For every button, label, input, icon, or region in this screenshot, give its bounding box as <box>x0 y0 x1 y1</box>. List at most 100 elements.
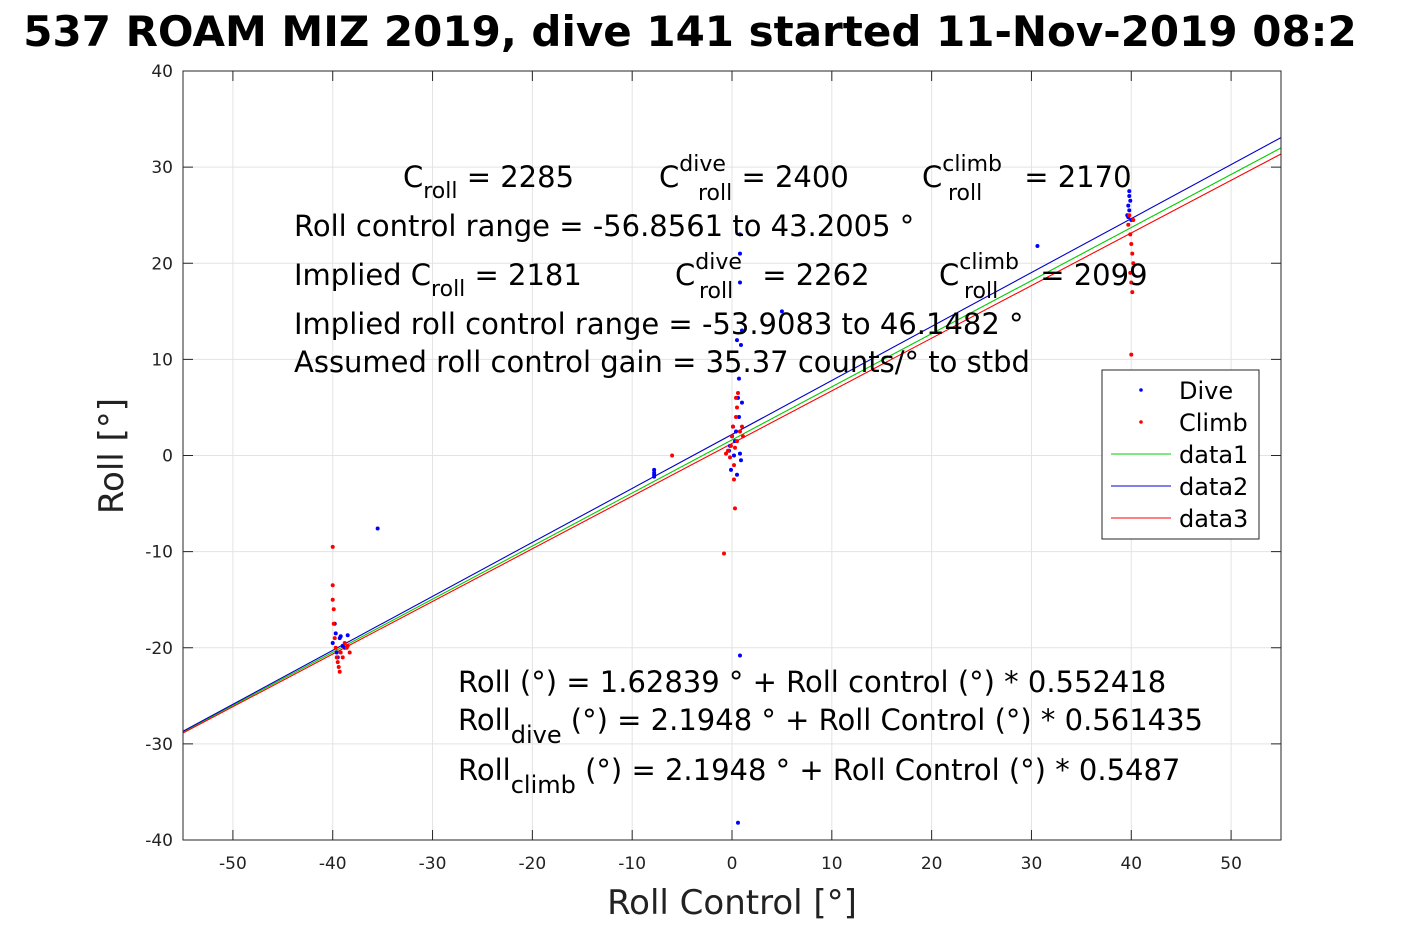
point-climb <box>733 415 738 420</box>
c-roll-annotation: Croll = 2285 <box>403 160 574 204</box>
point-dive <box>738 342 743 347</box>
point-dive <box>734 472 739 477</box>
point-climb <box>670 453 675 458</box>
x-tick-label: -10 <box>618 854 646 874</box>
point-dive <box>733 429 738 434</box>
point-climb <box>726 448 731 453</box>
point-dive <box>735 820 740 825</box>
x-tick-label: 50 <box>1220 854 1242 874</box>
implied-c-roll-annotation: Implied Croll = 2181 <box>294 258 582 302</box>
point-dive <box>334 650 339 655</box>
point-dive <box>737 653 742 658</box>
legend-climb-marker <box>1139 420 1143 424</box>
point-climb <box>722 551 727 556</box>
point-dive <box>1126 203 1131 208</box>
point-climb <box>1130 251 1135 256</box>
point-climb <box>334 655 339 660</box>
gain-annotation: Assumed roll control gain = 35.37 counts… <box>294 345 1030 379</box>
point-dive <box>738 458 743 463</box>
point-climb <box>740 434 745 439</box>
point-dive <box>330 640 335 645</box>
point-climb <box>330 597 335 602</box>
point-dive <box>333 631 338 636</box>
x-tick-label: -20 <box>518 854 546 874</box>
point-climb <box>733 395 738 400</box>
point-climb <box>1126 222 1131 227</box>
legend-data3-label: data3 <box>1179 505 1248 533</box>
point-climb <box>330 583 335 588</box>
point-climb <box>331 621 336 626</box>
point-dive <box>338 634 343 639</box>
y-tick-label: -40 <box>145 831 173 851</box>
legend-data2-label: data2 <box>1179 473 1248 501</box>
c-roll-dive-annotation: Cdive roll = 2400 <box>659 152 849 206</box>
point-climb <box>336 664 341 669</box>
y-tick-label: 0 <box>162 447 173 467</box>
x-tick-label: -40 <box>319 854 347 874</box>
legend: Dive Climb data1 data2 data3 <box>1101 369 1260 540</box>
implied-c-roll-climb-annotation: Cclimb roll = 2099 <box>939 250 1148 304</box>
point-climb <box>729 443 734 448</box>
point-dive <box>779 309 784 314</box>
fit-line-data1 <box>182 147 1282 733</box>
fit-climb-annotation: Rollclimb (°) = 2.1948 ° + Roll Control … <box>458 753 1180 799</box>
x-tick-label: 30 <box>1021 854 1043 874</box>
point-climb <box>333 645 338 650</box>
annotations-top: Croll = 2285 Cdive roll = 2400 Cclimb roll… <box>294 152 1148 379</box>
point-climb <box>734 439 739 444</box>
point-climb <box>730 424 735 429</box>
point-climb <box>1130 290 1135 295</box>
point-dive <box>737 251 742 256</box>
point-climb <box>335 660 340 665</box>
point-dive <box>1128 198 1133 203</box>
x-tick-label: 10 <box>821 854 843 874</box>
point-dive <box>652 467 657 472</box>
point-climb <box>730 434 734 439</box>
point-climb <box>1129 280 1134 285</box>
y-tick-label: -10 <box>145 543 173 563</box>
point-climb <box>1127 213 1132 218</box>
point-dive <box>1127 189 1132 194</box>
point-dive <box>345 633 350 638</box>
point-climb <box>724 451 729 456</box>
legend-dive-marker <box>1139 388 1143 392</box>
point-climb <box>1128 232 1133 237</box>
point-climb <box>338 650 343 655</box>
legend-climb-label: Climb <box>1179 409 1248 437</box>
point-climb <box>1129 242 1134 247</box>
fit-dive-annotation: Rolldive (°) = 2.1948 ° + Roll Control (… <box>458 703 1203 749</box>
y-tick-label: 40 <box>151 62 173 82</box>
point-climb <box>739 424 744 429</box>
point-climb <box>728 455 733 460</box>
point-dive <box>736 415 741 420</box>
legend-dive-label: Dive <box>1179 377 1233 405</box>
point-dive <box>1127 193 1132 198</box>
point-dive <box>731 453 736 458</box>
fit-line-data3 <box>182 153 1282 734</box>
point-dive <box>734 338 739 343</box>
point-climb <box>345 643 350 648</box>
c-roll-climb-annotation: Cclimb roll = 2170 <box>922 152 1132 206</box>
implied-range-annotation: Implied roll control range = -53.9083 to… <box>294 307 1024 341</box>
point-dive <box>1127 208 1132 213</box>
legend-data1-label: data1 <box>1179 441 1248 469</box>
point-climb <box>331 607 336 612</box>
point-climb <box>1131 261 1136 266</box>
annotations-bottom: Roll (°) = 1.62839 ° + Roll control (°) … <box>458 665 1203 799</box>
point-climb <box>330 544 335 549</box>
point-dive <box>1035 243 1040 248</box>
point-dive <box>736 376 741 381</box>
x-tick-label: 20 <box>921 854 943 874</box>
fit-all-annotation: Roll (°) = 1.62839 ° + Roll control (°) … <box>458 665 1166 699</box>
point-dive <box>375 526 380 531</box>
point-climb <box>340 655 345 660</box>
point-dive <box>652 474 657 479</box>
point-dive <box>739 328 744 333</box>
y-tick-label: 10 <box>151 350 173 370</box>
y-axis-label: Roll [°] <box>92 398 132 514</box>
point-dive <box>729 467 734 472</box>
y-tick-label: 20 <box>151 254 173 274</box>
data-points <box>330 189 1136 825</box>
point-climb <box>337 669 342 674</box>
